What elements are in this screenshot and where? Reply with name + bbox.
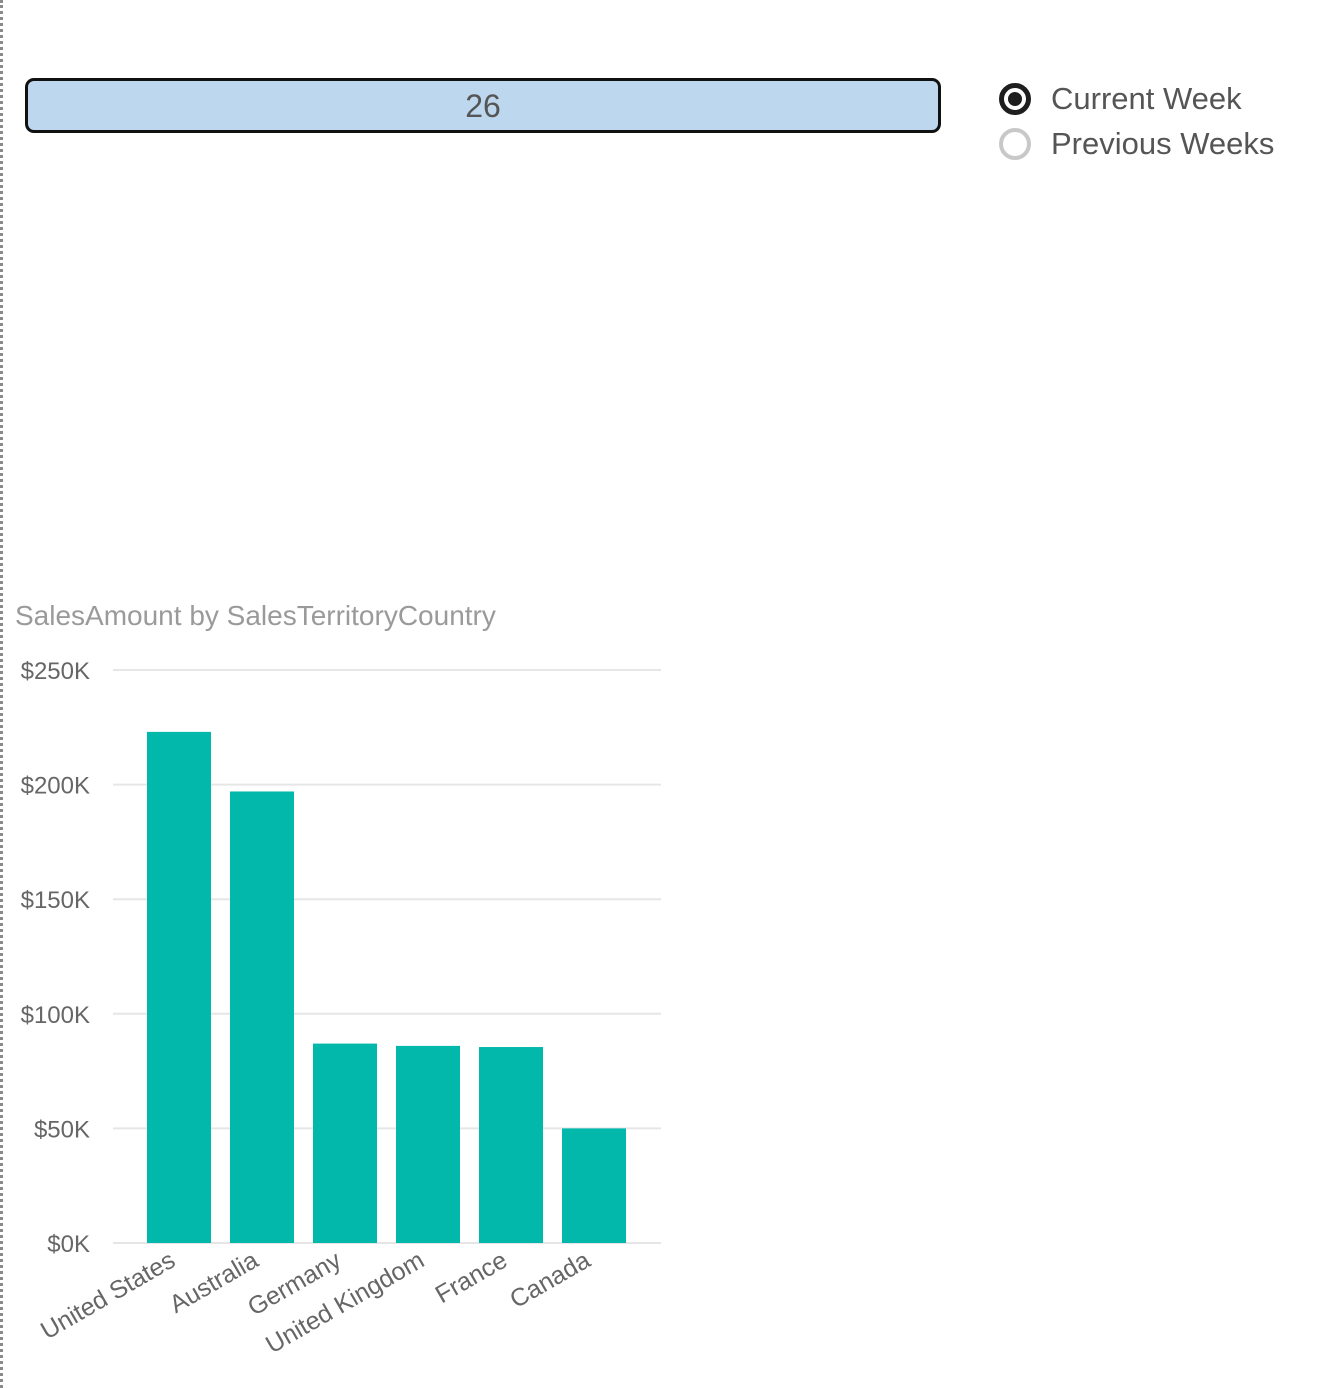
- y-tick-label: $250K: [21, 658, 90, 685]
- week-number-card[interactable]: 26: [25, 78, 941, 133]
- canvas-edge: [0, 0, 3, 1388]
- y-tick-label: $0K: [47, 1231, 90, 1258]
- x-tick-label: France: [431, 1246, 512, 1309]
- y-tick-label: $100K: [21, 1002, 90, 1029]
- bar-germany[interactable]: [313, 1043, 377, 1243]
- radio-selected-icon[interactable]: [999, 82, 1031, 115]
- sales-bar-chart: $0K $50K $100K $150K $200K $250K United States…: [21, 658, 661, 1359]
- bar-france[interactable]: [479, 1047, 543, 1243]
- chart-title: SalesAmount by SalesTerritoryCountry: [15, 600, 496, 631]
- bar-united-states[interactable]: [147, 731, 211, 1243]
- slicer-option-label: Current Week: [1051, 80, 1242, 116]
- y-tick-label: $150K: [21, 887, 90, 914]
- week-number-value: 26: [465, 87, 501, 124]
- bar-united-kingdom[interactable]: [396, 1045, 460, 1243]
- x-tick-label: Canada: [505, 1246, 595, 1314]
- slicer-option-label: Previous Weeks: [1051, 125, 1275, 161]
- x-tick-label: United States: [36, 1246, 180, 1345]
- y-tick-label: $50K: [34, 1116, 90, 1143]
- bar-canada[interactable]: [562, 1128, 626, 1243]
- bar-australia[interactable]: [230, 791, 294, 1243]
- radio-unselected-icon[interactable]: [999, 127, 1031, 160]
- y-tick-label: $200K: [21, 773, 90, 800]
